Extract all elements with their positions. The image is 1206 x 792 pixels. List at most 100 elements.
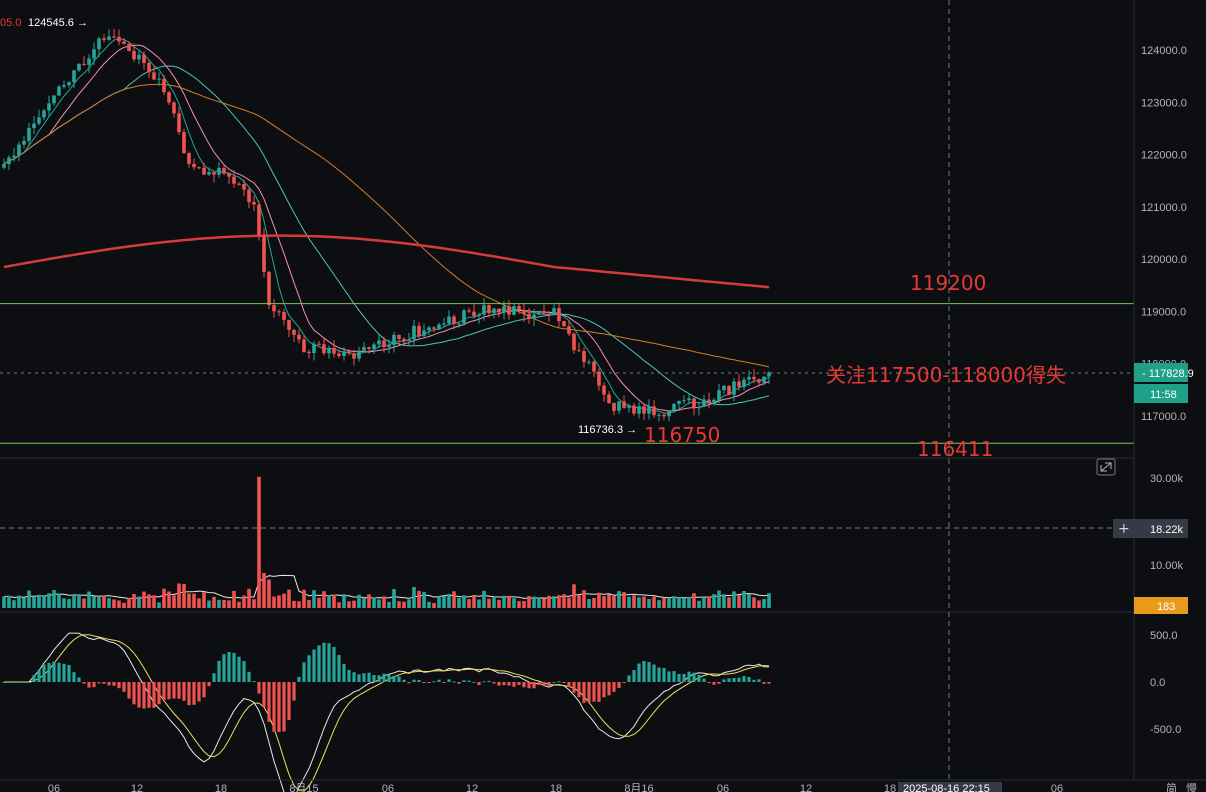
macd-histogram-bar [767,682,771,684]
volume-bar [472,595,476,608]
candle-body [242,184,246,190]
candle-body [732,381,736,395]
candle-body [687,398,691,401]
macd-histogram-bar [432,681,436,683]
volume-bar [662,597,666,608]
macd-histogram-bar [487,680,491,682]
volume-bar [727,597,731,608]
macd-histogram-bar [172,682,176,699]
macd-histogram-bar [347,669,351,682]
candle-body [482,305,486,315]
macd-histogram-bar [232,652,236,682]
macd-tick-label: 500.0 [1150,630,1178,642]
macd-histogram-bar [92,682,96,688]
crosshair-date-value: 2025-08-16 22:15 [903,783,990,792]
volume-bar [247,588,251,608]
candle-body [487,305,491,313]
crosshair-plus-button[interactable] [1113,519,1134,538]
annotation-116750: 116750 [644,423,720,447]
macd-histogram-bar [47,662,51,682]
macd-histogram-bar [167,682,171,700]
volume-bar [152,595,156,608]
candle-body [452,316,456,324]
price-tick-label: 123000.0 [1141,97,1187,109]
macd-histogram-bar [497,682,501,686]
candle-body [72,70,76,83]
candle-body [747,376,751,380]
candle-body [357,350,361,359]
volume-bar [742,591,746,608]
ma-5-line [3,38,770,414]
candle-body [532,314,536,319]
macd-histogram-bar [62,663,66,682]
macd-histogram-bar [87,682,91,688]
volume-bar [257,476,261,608]
candle-body [147,63,151,73]
macd-histogram-bar [692,672,696,682]
candle-body [617,401,621,411]
macd-histogram-bar [607,682,611,696]
volume-bar [87,591,91,608]
macd-histogram-bar [452,681,456,683]
volume-bar [282,593,286,608]
candle-body [197,167,201,169]
maximize-pane-button[interactable] [1096,458,1116,476]
candle-body [432,327,436,329]
volume-bar [762,599,766,608]
volume-bar [522,601,526,608]
volume-bar [497,599,501,608]
candle-body [612,403,616,411]
candle-body [477,314,481,317]
macd-histogram-bar [747,677,751,682]
macd-histogram-bar [187,682,191,706]
macd-histogram-bar [542,682,546,687]
volume-bar [587,599,591,608]
volume-bar [352,600,356,608]
candle-body [762,376,766,383]
volume-bar [667,597,671,608]
candle-body [557,308,561,322]
volume-bar [682,597,686,608]
candle-body [607,394,611,404]
volume-bar [637,597,641,608]
volume-bar [387,601,391,608]
volume-bar [687,596,691,608]
candle-body [362,347,366,351]
candle-body [502,306,506,313]
candle-body [467,310,471,312]
candle-body [172,102,176,114]
volume-bar [492,596,496,608]
volume-bar [157,602,161,608]
candle-body [712,399,716,403]
candle-body [702,399,706,407]
volume-current-badge [1134,597,1188,614]
macd-histogram-bar [222,654,226,682]
candle-body [457,323,461,325]
candle-body [447,316,451,324]
macd-histogram-bar [577,682,581,698]
candle-body [637,406,641,414]
macd-histogram-bar [117,682,121,689]
macd-histogram-bar [242,661,246,682]
volume-bar [427,601,431,608]
candle-body [642,406,646,414]
candle-body [122,41,126,44]
volume-bar [317,597,321,608]
candle-body [192,163,196,168]
crosshair-volume-badge [1134,519,1188,538]
annotation-watch-range: 关注117500-118000得失 [826,363,1066,387]
price-tick-label: 121000.0 [1141,202,1187,214]
macd-histogram-bar [417,679,421,682]
macd-histogram-bar [102,682,106,684]
macd-histogram-bar [517,682,521,685]
volume-bar [612,595,616,608]
volume-bar [462,595,466,608]
macd-histogram-bar [372,675,376,682]
macd-histogram-bar [647,662,651,682]
candle-body [112,36,116,38]
candle-body [652,406,656,416]
candle-body [647,406,651,414]
volume-bar [162,588,166,608]
volume-bar [397,601,401,608]
